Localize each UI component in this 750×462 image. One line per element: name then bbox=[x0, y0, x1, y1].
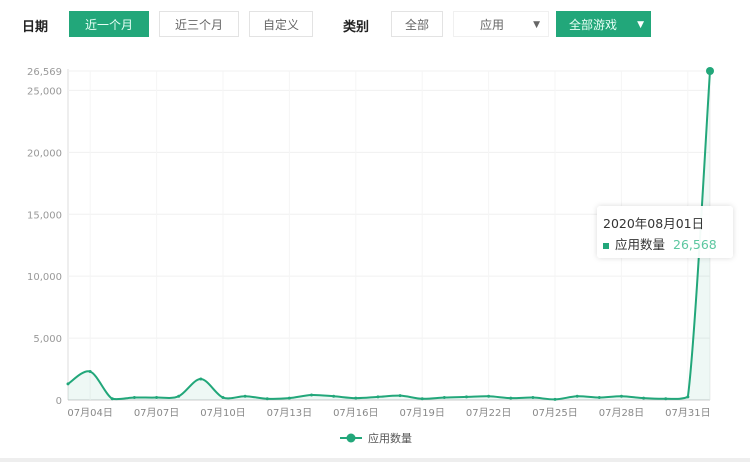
data-point bbox=[155, 396, 159, 400]
y-tick-label: 26,569 bbox=[27, 67, 62, 78]
category-select[interactable]: 应用 ▼ bbox=[453, 11, 549, 37]
x-tick-label: 07月28日 bbox=[599, 407, 644, 419]
x-tick-label: 07月22日 bbox=[466, 407, 511, 419]
date-option-3-months[interactable]: 近三个月 bbox=[159, 11, 239, 37]
data-point bbox=[642, 396, 646, 400]
legend[interactable]: 应用数量 bbox=[340, 431, 412, 445]
data-point bbox=[354, 396, 358, 400]
data-point bbox=[531, 396, 535, 400]
x-tick-label: 07月10日 bbox=[200, 407, 245, 419]
x-tick-label: 07月04日 bbox=[67, 407, 112, 419]
y-tick-label: 25,000 bbox=[27, 86, 62, 97]
y-tick-label: 5,000 bbox=[33, 334, 62, 345]
category-label: 类别 bbox=[343, 20, 370, 35]
legend-label: 应用数量 bbox=[368, 431, 412, 445]
x-tick-label: 07月07日 bbox=[134, 407, 179, 419]
legend-marker bbox=[346, 433, 356, 443]
data-point bbox=[487, 394, 491, 398]
data-point bbox=[177, 394, 181, 398]
data-point bbox=[376, 395, 380, 399]
data-point bbox=[265, 397, 269, 401]
series-marker-icon bbox=[603, 242, 609, 249]
data-point bbox=[66, 382, 70, 386]
data-point bbox=[706, 67, 714, 76]
data-point bbox=[686, 395, 690, 399]
tooltip: 2020年08月01日 应用数量 26,568 bbox=[597, 206, 733, 258]
data-point bbox=[664, 397, 668, 401]
y-tick-label: 15,000 bbox=[27, 210, 62, 221]
y-tick-label: 0 bbox=[56, 396, 62, 407]
subcategory-select-value: 全部游戏 bbox=[569, 18, 618, 32]
category-select-value: 应用 bbox=[479, 18, 504, 32]
subcategory-select[interactable]: 全部游戏 ▼ bbox=[556, 11, 651, 37]
data-point bbox=[310, 393, 314, 397]
data-point bbox=[243, 394, 247, 398]
data-point bbox=[287, 396, 291, 400]
data-point bbox=[575, 394, 579, 398]
data-point bbox=[509, 396, 513, 400]
data-point bbox=[442, 396, 446, 400]
data-point bbox=[221, 396, 225, 400]
data-point bbox=[398, 394, 402, 398]
date-option-1-month[interactable]: 近一个月 bbox=[69, 11, 149, 37]
x-tick-label: 07月16日 bbox=[333, 407, 378, 419]
data-point bbox=[199, 377, 203, 381]
tooltip-value: 26,568 bbox=[673, 237, 717, 252]
data-point bbox=[88, 370, 92, 374]
date-label: 日期 bbox=[22, 20, 49, 35]
data-point bbox=[597, 396, 601, 400]
x-tick-label: 07月19日 bbox=[399, 407, 444, 419]
data-point bbox=[110, 397, 114, 401]
data-point bbox=[332, 394, 336, 398]
data-point bbox=[464, 395, 468, 399]
footer-divider bbox=[0, 458, 750, 462]
chevron-down-icon: ▼ bbox=[533, 20, 540, 30]
tooltip-date: 2020年08月01日 bbox=[603, 216, 705, 231]
tooltip-series: 应用数量 bbox=[615, 237, 666, 252]
y-tick-label: 20,000 bbox=[27, 148, 62, 159]
filter-toolbar: 日期 近一个月 近三个月 自定义 类别 全部 应用 ▼ 全部游戏 ▼ bbox=[0, 10, 750, 40]
data-point bbox=[619, 394, 623, 398]
data-point bbox=[132, 396, 136, 400]
chevron-down-icon: ▼ bbox=[637, 20, 644, 30]
data-point bbox=[420, 397, 424, 401]
x-tick-label: 07月13日 bbox=[267, 407, 312, 419]
x-tick-label: 07月31日 bbox=[665, 407, 710, 419]
x-tick-label: 07月25日 bbox=[532, 407, 577, 419]
date-option-custom[interactable]: 自定义 bbox=[249, 11, 313, 37]
category-all-button[interactable]: 全部 bbox=[391, 11, 443, 37]
data-point bbox=[553, 397, 557, 401]
y-tick-label: 10,000 bbox=[27, 272, 62, 283]
